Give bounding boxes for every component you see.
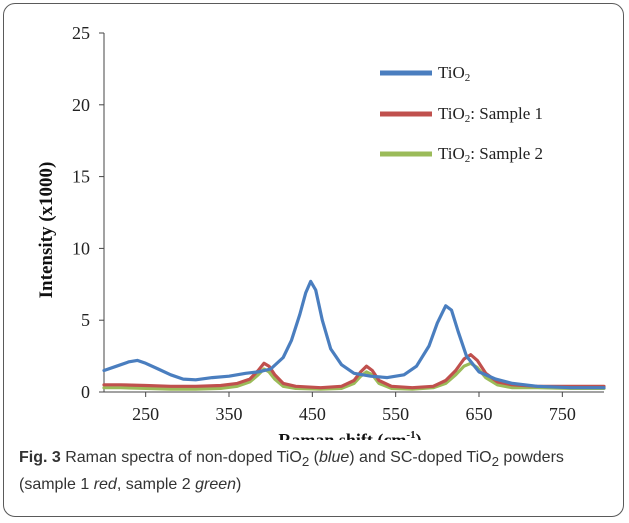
caption-text-3: ) and SC-doped TiO — [349, 449, 492, 466]
y-tick-label: 15 — [72, 167, 90, 187]
caption-text-4: powders (sample 1 — [19, 449, 564, 494]
figure-frame — [3, 3, 624, 517]
x-tick-label: 750 — [549, 404, 576, 424]
x-axis-title: Raman shift (cm-1) — [278, 429, 421, 440]
x-tick-label: 550 — [382, 404, 409, 424]
caption-sub-2: 2 — [491, 454, 499, 470]
series-line-tio2 — [102, 279, 606, 390]
caption-sub-1: 2 — [301, 454, 310, 470]
y-tick-label: 0 — [81, 382, 90, 402]
caption-label: Fig. 3 — [19, 449, 61, 466]
legend-label-sample2: TiO2: Sample 2 — [438, 144, 543, 165]
y-tick-label: 25 — [72, 23, 90, 43]
y-tick-label: 10 — [72, 238, 90, 258]
caption-red: red — [93, 476, 117, 494]
figure-caption: Fig. 3 Raman spectra of non-doped TiO2 (… — [19, 446, 614, 496]
y-tick-label: 20 — [72, 95, 90, 115]
caption-text-6: ) — [236, 476, 242, 494]
caption-green: green — [195, 476, 237, 494]
caption-text-1: Raman spectra of non-doped TiO — [60, 449, 302, 466]
legend-label-sample1: TiO2: Sample 1 — [438, 104, 543, 125]
plot-area: 0 5 10 15 20 25 250 350 450 550 650 750 — [72, 23, 604, 424]
x-tick-label: 350 — [216, 404, 243, 424]
x-tick-label: 250 — [132, 404, 159, 424]
y-axis-title: Intensity (x1000) — [36, 162, 57, 299]
caption-text-2: ( — [309, 449, 320, 466]
series-layer — [102, 279, 606, 391]
raman-chart: 0 5 10 15 20 25 250 350 450 550 650 750 TiO2 TiO2: … — [36, 23, 606, 440]
series-line-sample-1 — [102, 353, 606, 390]
legend-label-tio2: TiO2 — [438, 63, 470, 84]
caption-blue: blue — [319, 449, 350, 466]
legend: TiO2 TiO2: Sample 1 TiO2: Sample 2 — [380, 63, 543, 165]
caption-text-5: , sample 2 — [116, 476, 196, 494]
y-tick-label: 5 — [81, 310, 90, 330]
x-tick-label: 650 — [466, 404, 493, 424]
x-tick-label: 450 — [299, 404, 326, 424]
